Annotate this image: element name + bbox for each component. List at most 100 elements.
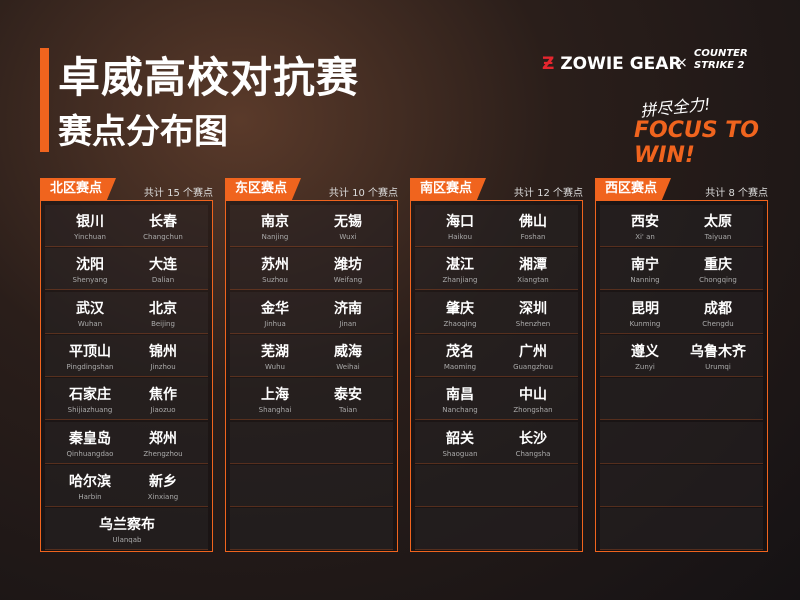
city-pinyin: Jiaozuo — [150, 406, 176, 415]
city-name: 长沙 — [519, 430, 547, 447]
city-pinyin: Kunming — [629, 319, 661, 328]
city: 无锡 Wuxi — [313, 211, 383, 241]
city: 苏州 Suzhou — [240, 254, 310, 284]
city-row — [230, 464, 393, 507]
city: 济南 Jinan — [313, 298, 383, 328]
city-pinyin: Zhaoqing — [443, 319, 477, 328]
cs-logo: COUNTER STRIKE 2 — [694, 48, 748, 72]
region-column: 东区赛点 共计 10 个赛点 南京 Nanjing 无锡 Wuxi 苏州 Suzhou 潍坊 We… — [225, 178, 398, 552]
city-name: 西安 — [631, 214, 659, 230]
city-row: 上海 Shanghai 泰安 Taian — [230, 378, 393, 421]
city-name: 湘潭 — [519, 257, 547, 274]
city-name: 太原 — [704, 214, 732, 230]
city: 秦皇岛 Qinhuangdao — [55, 428, 125, 458]
subtitle: 赛点分布图 — [58, 112, 228, 152]
city-name: 昆明 — [631, 300, 659, 317]
region-name: 西区赛点 — [595, 178, 672, 200]
city: 长沙 Changsha — [498, 428, 568, 458]
city-name: 无锡 — [334, 214, 362, 230]
city: 太原 Taiyuan — [683, 211, 753, 241]
city-pinyin: Suzhou — [262, 276, 288, 285]
city-row: 哈尔滨 Harbin 新乡 Xinxiang — [45, 464, 208, 507]
city-row: 石家庄 Shijiazhuang 焦作 Jiaozuo — [45, 378, 208, 421]
slogan-en: FOCUS TO WIN! — [634, 118, 759, 168]
region-name: 南区赛点 — [410, 178, 487, 200]
city-row — [230, 508, 393, 551]
city-row — [600, 464, 763, 507]
city-pinyin: Zhanjiang — [442, 276, 478, 285]
city-pinyin: Harbin — [78, 492, 102, 501]
region-count: 共计 15 个赛点 — [143, 188, 213, 199]
city-pinyin: Nanning — [630, 276, 660, 285]
city-pinyin: Shijiazhuang — [67, 406, 113, 415]
city: 金华 Jinhua — [240, 298, 310, 328]
city-name: 新乡 — [149, 473, 177, 490]
city-row: 茂名 Maoming 广州 Guangzhou — [415, 334, 578, 377]
city-row: 南宁 Nanning 重庆 Chongqing — [600, 248, 763, 291]
city-pinyin: Foshan — [520, 233, 546, 241]
city-row: 南京 Nanjing 无锡 Wuxi — [230, 205, 393, 247]
city-name: 秦皇岛 — [69, 430, 111, 447]
region-panel: 西安 Xi' an 太原 Taiyuan 南宁 Nanning 重庆 Chongqing 昆明 K… — [595, 200, 768, 552]
city-pinyin: Jinan — [339, 319, 357, 328]
city-row — [600, 378, 763, 421]
cs-bottom: STRIKE 2 — [694, 60, 745, 71]
city-pinyin: Guangzhou — [513, 362, 553, 371]
city: 湛江 Zhanjiang — [425, 254, 495, 284]
city-name: 湛江 — [446, 257, 474, 274]
city: 湘潭 Xiangtan — [498, 254, 568, 284]
city-name: 长春 — [149, 214, 177, 230]
city-name: 重庆 — [704, 257, 732, 274]
city-name: 遵义 — [631, 343, 659, 360]
city: 郑州 Zhengzhou — [128, 428, 198, 458]
city-pinyin: Beijing — [151, 319, 175, 328]
city: 南宁 Nanning — [610, 254, 680, 284]
city-name: 银川 — [76, 214, 104, 230]
city-pinyin: Yinchuan — [74, 233, 106, 241]
city-name: 焦作 — [149, 387, 177, 404]
region-name: 东区赛点 — [225, 178, 302, 200]
city-name: 大连 — [149, 257, 177, 274]
city: 茂名 Maoming — [425, 341, 495, 371]
city-name: 沈阳 — [76, 257, 104, 274]
region-name: 北区赛点 — [40, 178, 117, 200]
city-pinyin: Xinxiang — [147, 492, 179, 501]
city-row: 南昌 Nanchang 中山 Zhongshan — [415, 378, 578, 421]
city-name: 锦州 — [149, 343, 177, 360]
city: 长春 Changchun — [128, 211, 198, 241]
city: 泰安 Taian — [313, 384, 383, 414]
city-row: 芜湖 Wuhu 威海 Weihai — [230, 334, 393, 377]
city: 海口 Haikou — [425, 211, 495, 241]
city-name: 中山 — [519, 387, 547, 404]
city-row: 苏州 Suzhou 潍坊 Weifang — [230, 248, 393, 291]
city-pinyin: Weifang — [333, 276, 363, 285]
city: 成都 Chengdu — [683, 298, 753, 328]
region-count: 共计 12 个赛点 — [513, 188, 583, 199]
city-name: 南京 — [261, 214, 289, 230]
city-pinyin: Jinzhou — [150, 362, 176, 371]
city-row: 肇庆 Zhaoqing 深圳 Shenzhen — [415, 291, 578, 334]
city: 广州 Guangzhou — [498, 341, 568, 371]
city-pinyin: Nanchang — [442, 406, 478, 415]
city-pinyin: Changsha — [515, 449, 551, 458]
city-pinyin: Urumqi — [705, 362, 731, 371]
city-row: 平顶山 Pingdingshan 锦州 Jinzhou — [45, 334, 208, 377]
city-name: 平顶山 — [69, 343, 111, 360]
city: 南昌 Nanchang — [425, 384, 495, 414]
city-pinyin: Qinhuangdao — [66, 449, 114, 458]
city: 深圳 Shenzhen — [498, 298, 568, 328]
region-column: 南区赛点 共计 12 个赛点 海口 Haikou 佛山 Foshan 湛江 Zhanjiang… — [410, 178, 583, 552]
city: 上海 Shanghai — [240, 384, 310, 414]
city-pinyin: Nanjing — [261, 233, 289, 241]
city-row — [600, 508, 763, 551]
city-name: 苏州 — [261, 257, 289, 274]
city: 威海 Weihai — [313, 341, 383, 371]
city-name: 泰安 — [334, 387, 362, 404]
city-row: 昆明 Kunming 成都 Chengdu — [600, 291, 763, 334]
city-name: 韶关 — [446, 430, 474, 447]
city: 焦作 Jiaozuo — [128, 384, 198, 414]
city-name: 成都 — [704, 300, 732, 317]
city-row: 秦皇岛 Qinhuangdao 郑州 Zhengzhou — [45, 421, 208, 464]
city: 平顶山 Pingdingshan — [55, 341, 125, 371]
city-pinyin: Pingdingshan — [66, 362, 114, 371]
